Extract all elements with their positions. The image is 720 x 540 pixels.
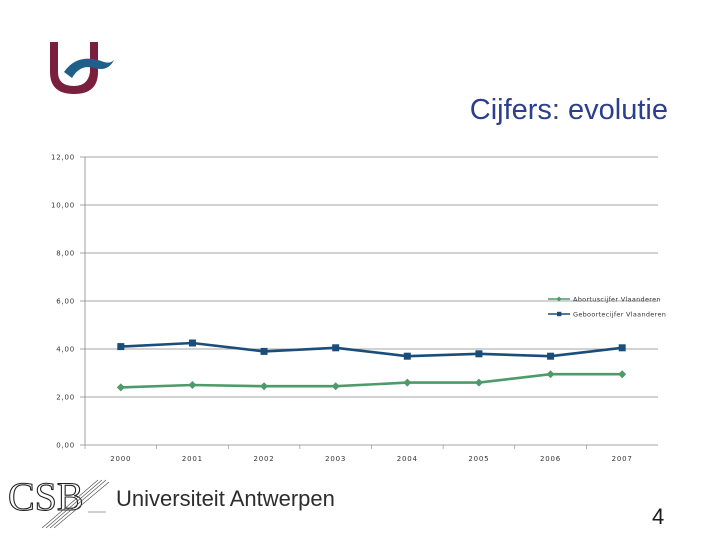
data-point — [475, 350, 483, 358]
y-tick-label: 10,00 — [51, 202, 75, 210]
logo-u-shape — [50, 42, 98, 94]
x-tick-label: 2000 — [110, 455, 131, 463]
x-tick-label: 2007 — [612, 455, 633, 463]
data-point — [547, 352, 555, 360]
logo-wave-shape — [64, 58, 114, 78]
data-point — [618, 370, 627, 379]
x-tick-label: 2005 — [468, 455, 489, 463]
data-point — [116, 383, 125, 392]
x-tick-label: 2001 — [182, 455, 203, 463]
data-point — [474, 378, 483, 387]
gridlines — [80, 156, 658, 449]
footer-organization: Universiteit Antwerpen — [116, 486, 335, 511]
y-tick-label: 6,00 — [56, 298, 75, 306]
legend-entry: Abortuscijfer Vlaanderen — [573, 295, 661, 303]
data-point — [188, 339, 196, 347]
series-line-2 — [120, 341, 623, 358]
y-tick-label: 8,00 — [56, 250, 75, 258]
y-tick-label: 4,00 — [56, 346, 75, 354]
series-line-1 — [120, 372, 623, 389]
data-point — [117, 343, 125, 351]
legend-marker — [556, 296, 562, 302]
y-axis-ticks: 12,00 10,00 8,00 6,00 4,00 2,00 0,00 — [51, 154, 75, 450]
legend: Abortuscijfer Vlaanderen Geboortecijfer V… — [548, 295, 666, 318]
x-tick-label: 2006 — [540, 455, 561, 463]
y-tick-label: 2,00 — [56, 394, 75, 402]
x-tick-label: 2004 — [397, 455, 418, 463]
data-point — [403, 352, 411, 360]
data-point — [618, 344, 626, 352]
data-point — [546, 370, 555, 379]
csb-logo: CSB — [7, 474, 110, 529]
data-point — [331, 382, 340, 391]
data-point — [188, 381, 197, 389]
page-number: 4 — [652, 504, 665, 529]
x-axis-ticks: 2000 2001 2002 2003 2004 2005 2006 2007 — [110, 455, 632, 463]
csb-logo-text: CSB — [8, 474, 84, 519]
legend-entry: Geboortecijfer Vlaanderen — [573, 310, 666, 318]
slide-title: Cijfers: evolutie — [469, 94, 668, 126]
legend-marker — [557, 311, 562, 317]
series-layer — [116, 339, 627, 392]
data-point — [260, 382, 269, 391]
data-point — [260, 347, 268, 355]
university-logo — [50, 42, 114, 94]
data-point — [403, 378, 412, 387]
x-tick-label: 2003 — [325, 455, 346, 463]
data-point — [332, 344, 340, 352]
y-tick-label: 0,00 — [56, 442, 75, 450]
csb-logo-lines — [41, 479, 110, 529]
y-tick-label: 12,00 — [51, 154, 75, 162]
x-tick-label: 2002 — [254, 455, 275, 463]
